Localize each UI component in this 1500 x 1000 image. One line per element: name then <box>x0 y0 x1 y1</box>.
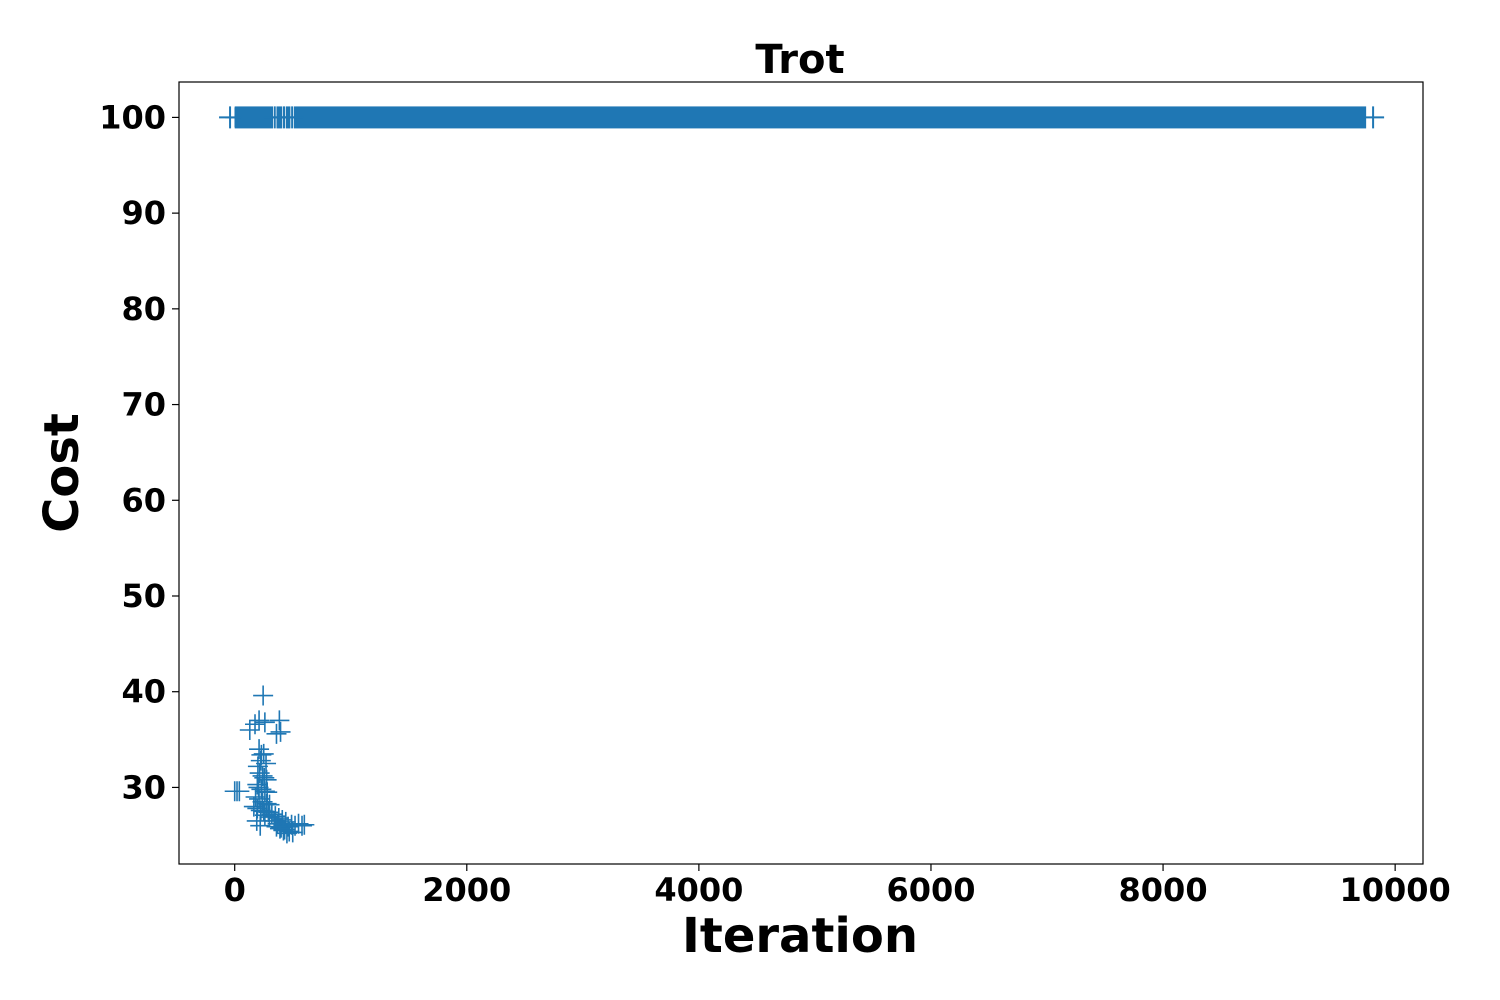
scatter-point <box>245 714 266 735</box>
x-tick-label: 4000 <box>654 871 743 909</box>
y-tick-label: 50 <box>121 577 166 615</box>
x-axis-title: Iteration <box>682 908 918 964</box>
scatter-point <box>249 710 270 731</box>
scatter-point <box>229 781 250 802</box>
band-plus-marker <box>219 106 242 129</box>
y-tick-label: 40 <box>121 673 166 711</box>
scatter-point <box>279 821 300 842</box>
scatter-point <box>249 788 270 809</box>
scatter-point <box>269 818 290 839</box>
scatter-point <box>251 779 272 800</box>
scatter-point <box>250 815 271 836</box>
x-tick-label: 2000 <box>422 871 511 909</box>
scatter-point <box>270 721 291 742</box>
y-tick-label: 100 <box>99 98 166 136</box>
band-plus-marker <box>1362 106 1385 129</box>
x-tick-label: 10000 <box>1339 871 1450 909</box>
y-tick-label: 70 <box>121 386 166 424</box>
y-tick-label: 90 <box>121 194 166 232</box>
band-plus-marker <box>281 106 304 129</box>
scatter-points <box>224 107 315 844</box>
cost-100-band <box>219 106 1385 129</box>
scatter-point <box>246 810 267 831</box>
y-tick-label: 60 <box>121 481 166 519</box>
scatter-point <box>254 712 275 733</box>
x-tick-label: 8000 <box>1119 871 1208 909</box>
y-tick-label: 30 <box>121 768 166 806</box>
chart-title: Trot <box>755 37 844 83</box>
scatter-point <box>250 750 271 771</box>
x-tick-label: 0 <box>224 871 246 909</box>
y-axis-ticks: 30 40 50 60 70 80 90 100 <box>99 98 179 806</box>
scatter-point <box>253 685 274 706</box>
band-segment <box>293 106 1367 129</box>
band-segment <box>234 106 273 129</box>
y-tick-label: 80 <box>121 290 166 328</box>
x-axis-ticks: 0 2000 4000 6000 8000 10000 <box>224 864 1451 909</box>
scatter-point <box>269 710 290 731</box>
plot-area-frame <box>178 81 1424 865</box>
scatter-point <box>294 814 315 835</box>
scatter-point <box>266 816 287 837</box>
scatter-point <box>282 822 303 843</box>
scatter-point <box>288 813 309 834</box>
x-tick-label: 6000 <box>886 871 975 909</box>
scatter-point <box>266 723 287 744</box>
scatter-point <box>249 739 270 760</box>
scatter-point <box>254 805 275 826</box>
scatter-point <box>239 719 260 740</box>
y-axis-title: Cost <box>34 413 90 533</box>
scatter-point <box>252 765 273 786</box>
scatter-point <box>254 781 275 802</box>
